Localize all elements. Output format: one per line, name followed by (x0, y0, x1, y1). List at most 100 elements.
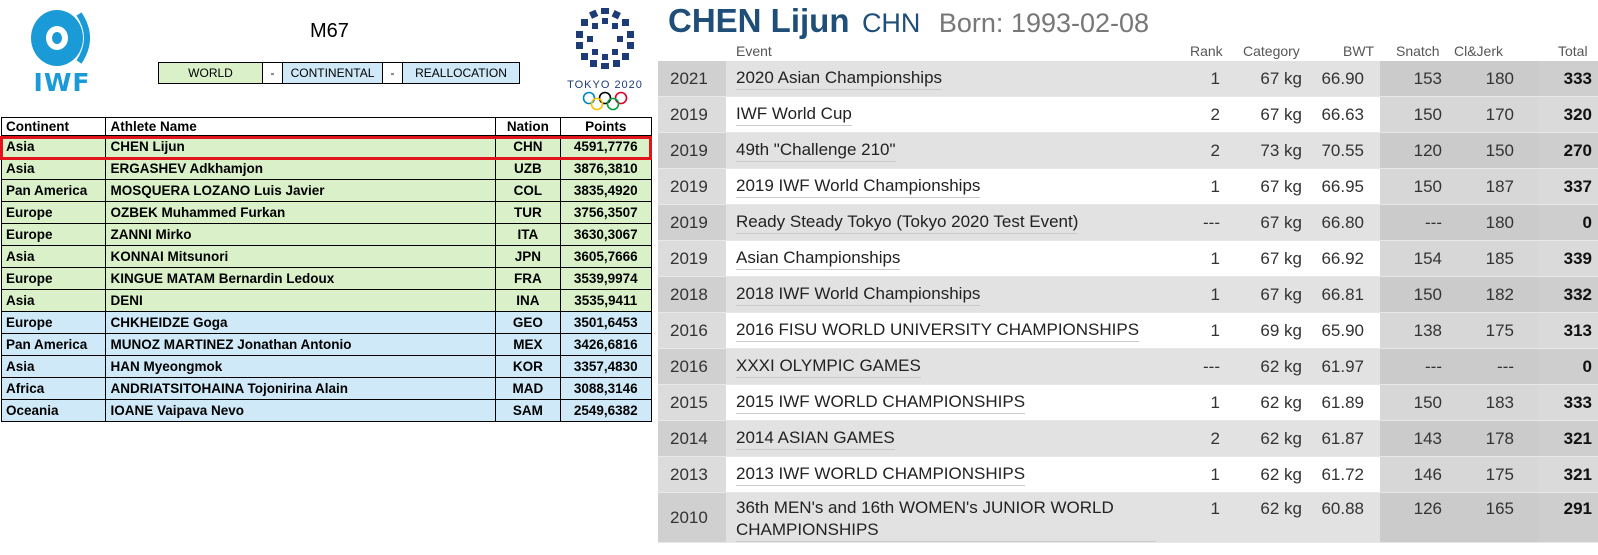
result-snatch: 126 (1413, 499, 1442, 518)
ranking-row: Asia KONNAI Mitsunori JPN 3605,7666 (0, 245, 653, 268)
ranking-row: Asia HAN Myeongmok KOR 3357,4830 (0, 355, 653, 378)
ranking-cell-continent: Asia (0, 135, 107, 158)
total-column-shade (1538, 133, 1598, 168)
result-total: 320 (1563, 105, 1592, 124)
total-column-shade (1538, 241, 1598, 276)
result-event-link[interactable]: 2015 IWF WORLD CHAMPIONSHIPS (736, 391, 1026, 414)
ranking-cell-nation: SAM (495, 399, 561, 422)
result-snatch: 143 (1413, 429, 1442, 448)
ranking-row: Pan America MOSQUERA LOZANO Luis Javier CO… (0, 179, 653, 202)
ranking-cell-athlete: CHKHEIDZE Goga (105, 311, 497, 334)
olympic-rings-icon (582, 91, 628, 111)
ranking-row: Pan America MUNOZ MARTINEZ Jonathan Anton… (0, 333, 653, 356)
result-rank: --- (1203, 213, 1220, 232)
ranking-cell-continent: Europe (0, 201, 107, 224)
lift-column-shade (1380, 457, 1538, 492)
result-clean-jerk: 185 (1485, 249, 1514, 268)
result-rank: 2 (1210, 429, 1220, 448)
result-event-link[interactable]: 2016 FISU WORLD UNIVERSITY CHAMPIONSHIPS (736, 319, 1140, 342)
ranking-cell-athlete: HAN Myeongmok (105, 355, 497, 378)
athlete-name: CHEN Lijun (668, 2, 850, 39)
result-clean-jerk: 182 (1485, 285, 1514, 304)
result-category: 69 kg (1260, 321, 1302, 340)
ranking-cell-continent: Pan America (0, 333, 107, 356)
total-column-shade (1538, 169, 1598, 204)
result-year: 2013 (658, 457, 726, 492)
barbell-plate-icon (31, 10, 90, 66)
ranking-cell-continent: Asia (0, 245, 107, 268)
iwf-logo-text: IWF (33, 68, 91, 97)
result-snatch: 138 (1413, 321, 1442, 340)
result-event-link[interactable]: 49th "Challenge 210" (736, 139, 896, 162)
result-clean-jerk: 180 (1485, 213, 1514, 232)
ranking-cell-athlete: IOANE Vaipava Nevo (105, 399, 497, 422)
result-clean-jerk: 175 (1485, 465, 1514, 484)
col-header-event: Event (736, 43, 772, 59)
result-category: 67 kg (1260, 285, 1302, 304)
ranking-cell-points: 3088,3146 (559, 377, 653, 400)
iwf-logo: IWF (22, 8, 102, 100)
result-category: 62 kg (1260, 465, 1302, 484)
result-event-link[interactable]: 2020 Asian Championships (736, 67, 943, 90)
result-year: 2016 (658, 349, 726, 384)
result-row: 2015 2015 IWF WORLD CHAMPIONSHIPS 1 62 kg 61… (658, 385, 1598, 421)
result-rank: 1 (1210, 69, 1220, 88)
result-bodyweight: 66.92 (1321, 249, 1364, 268)
ranking-cell-continent: Asia (0, 289, 107, 312)
ranking-cell-nation: FRA (495, 267, 561, 290)
result-event-link[interactable]: 2014 ASIAN GAMES (736, 427, 895, 450)
result-year: 2019 (658, 169, 726, 204)
total-column-shade (1538, 205, 1598, 240)
result-category: 73 kg (1260, 141, 1302, 160)
result-bodyweight: 60.88 (1321, 499, 1364, 518)
header-nation: Nation (495, 117, 561, 136)
result-total: 270 (1563, 141, 1592, 160)
ranking-cell-nation: MEX (495, 333, 561, 356)
result-snatch: 146 (1413, 465, 1442, 484)
col-header-rank: Rank (1190, 43, 1223, 59)
result-event-link[interactable]: 2018 IWF World Championships (736, 283, 981, 306)
result-total: 321 (1563, 429, 1592, 448)
result-snatch: 150 (1413, 105, 1442, 124)
result-event-link[interactable]: 36th MEN's and 16th WOMEN's JUNIOR WORLD… (736, 497, 1156, 542)
ranking-cell-athlete: DENI (105, 289, 497, 312)
result-total: 0 (1582, 213, 1592, 232)
result-total: 291 (1563, 499, 1592, 518)
ranking-cell-nation: COL (495, 179, 561, 202)
quota-legend: WORLD - CONTINENTAL - REALLOCATION (158, 62, 520, 84)
result-bodyweight: 61.97 (1321, 357, 1364, 376)
result-event-link[interactable]: Ready Steady Tokyo (Tokyo 2020 Test Even… (736, 211, 1079, 234)
ranking-row: Asia ERGASHEV Adkhamjon UZB 3876,3810 (0, 157, 653, 180)
lift-column-shade (1380, 61, 1538, 96)
result-rank: 1 (1210, 285, 1220, 304)
legend-separator: - (383, 63, 403, 83)
result-event-link[interactable]: Asian Championships (736, 247, 901, 270)
result-total: 333 (1563, 69, 1592, 88)
result-category: 62 kg (1260, 499, 1302, 518)
result-year: 2014 (658, 421, 726, 456)
result-total: 313 (1563, 321, 1592, 340)
result-rank: --- (1203, 357, 1220, 376)
result-snatch: 154 (1413, 249, 1442, 268)
result-clean-jerk: 150 (1485, 141, 1514, 160)
result-event-link[interactable]: 2013 IWF WORLD CHAMPIONSHIPS (736, 463, 1026, 486)
ranking-row: Europe ZANNI Mirko ITA 3630,3067 (0, 223, 653, 246)
ranking-row: Africa ANDRIATSITOHAINA Tojonirina Alain M… (0, 377, 653, 400)
born-date: 1993-02-08 (1010, 8, 1150, 38)
result-event-link[interactable]: 2019 IWF World Championships (736, 175, 981, 198)
result-event-link[interactable]: IWF World Cup (736, 103, 852, 126)
athlete-header: CHEN Lijun CHN Born: 1993-02-08 (668, 2, 1149, 40)
ranking-cell-continent: Africa (0, 377, 107, 400)
result-year: 2021 (658, 61, 726, 96)
result-row: 2018 2018 IWF World Championships 1 67 kg 66… (658, 277, 1598, 313)
result-category: 67 kg (1260, 105, 1302, 124)
result-total: 337 (1563, 177, 1592, 196)
ranking-cell-nation: INA (495, 289, 561, 312)
ranking-cell-nation: MAD (495, 377, 561, 400)
result-clean-jerk: 165 (1485, 499, 1514, 518)
result-event-link[interactable]: XXXI OLYMPIC GAMES (736, 355, 921, 378)
lift-column-shade (1380, 493, 1538, 542)
col-header-category: Category (1243, 43, 1300, 59)
result-clean-jerk: 170 (1485, 105, 1514, 124)
total-column-shade (1538, 277, 1598, 312)
